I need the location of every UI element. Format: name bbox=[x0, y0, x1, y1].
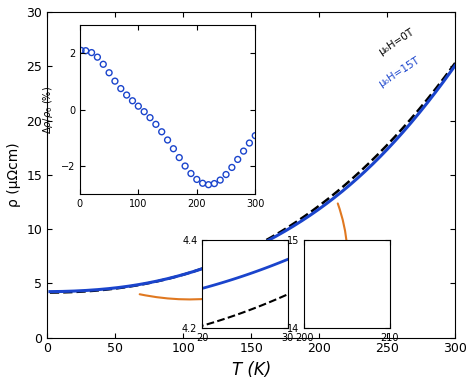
μ₀H=0T bbox=[47, 290, 53, 295]
μ₀H=0T bbox=[293, 220, 299, 224]
Line: μ₀H=0T: μ₀H=0T bbox=[50, 63, 455, 293]
Text: μ₀H=15T: μ₀H=15T bbox=[376, 55, 421, 89]
μ₀H=15T bbox=[283, 229, 288, 233]
X-axis label: T (K): T (K) bbox=[232, 361, 271, 379]
μ₀H=0T bbox=[355, 172, 360, 176]
μ₀H=15T bbox=[47, 290, 53, 294]
μ₀H=15T bbox=[396, 134, 401, 139]
μ₀H=0T bbox=[283, 227, 288, 231]
μ₀H=0T bbox=[396, 130, 401, 135]
μ₀H=15T bbox=[72, 289, 78, 293]
μ₀H=15T bbox=[355, 176, 360, 181]
Line: μ₀H=15T: μ₀H=15T bbox=[50, 66, 455, 292]
μ₀H=0T bbox=[452, 61, 458, 65]
Text: μ₀H=0T: μ₀H=0T bbox=[376, 27, 415, 58]
Y-axis label: ρ (μΩcm): ρ (μΩcm) bbox=[7, 142, 21, 207]
μ₀H=15T bbox=[452, 63, 458, 68]
μ₀H=0T bbox=[305, 212, 311, 216]
μ₀H=15T bbox=[293, 222, 299, 227]
μ₀H=0T bbox=[72, 290, 78, 294]
μ₀H=15T bbox=[305, 214, 311, 219]
